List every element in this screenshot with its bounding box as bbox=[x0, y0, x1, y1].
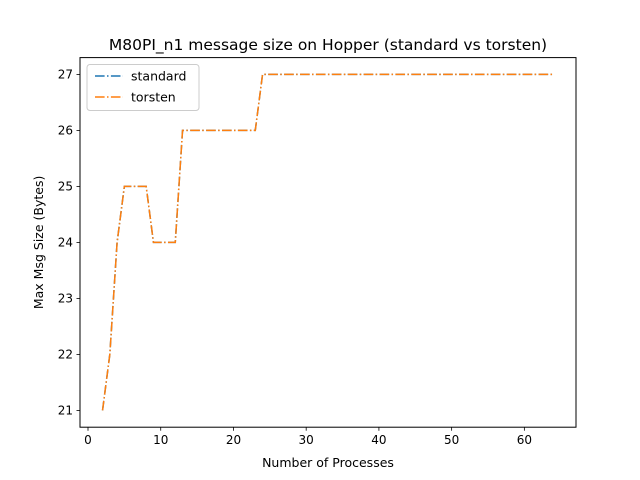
x-axis-label: Number of Processes bbox=[262, 455, 394, 470]
y-tick-label: 27 bbox=[58, 68, 73, 82]
x-tick-label: 50 bbox=[444, 433, 459, 447]
legend: standard torsten bbox=[86, 64, 200, 111]
x-tick-label: 0 bbox=[84, 433, 92, 447]
y-tick-label: 22 bbox=[58, 348, 73, 362]
x-tick-label: 30 bbox=[299, 433, 314, 447]
x-axis-ticks: 0 10 20 30 40 50 60 bbox=[84, 427, 532, 447]
y-tick-label: 26 bbox=[58, 124, 73, 138]
y-tick-label: 21 bbox=[58, 404, 73, 418]
y-axis-ticks: 21 22 23 24 25 26 27 bbox=[58, 68, 80, 418]
y-tick-label: 23 bbox=[58, 292, 73, 306]
legend-label-standard: standard bbox=[131, 69, 186, 84]
x-tick-label: 10 bbox=[153, 433, 168, 447]
chart-title: M80PI_n1 message size on Hopper (standar… bbox=[109, 36, 547, 55]
legend-label-torsten: torsten bbox=[131, 90, 176, 105]
y-axis-label: Max Msg Size (Bytes) bbox=[31, 176, 46, 309]
series-line-torsten bbox=[101, 73, 554, 411]
x-tick-label: 40 bbox=[371, 433, 386, 447]
y-tick-label: 25 bbox=[58, 180, 73, 194]
y-tick-label: 24 bbox=[58, 236, 73, 250]
x-tick-label: 20 bbox=[226, 433, 241, 447]
plot-lines bbox=[101, 73, 554, 411]
x-tick-label: 60 bbox=[517, 433, 532, 447]
